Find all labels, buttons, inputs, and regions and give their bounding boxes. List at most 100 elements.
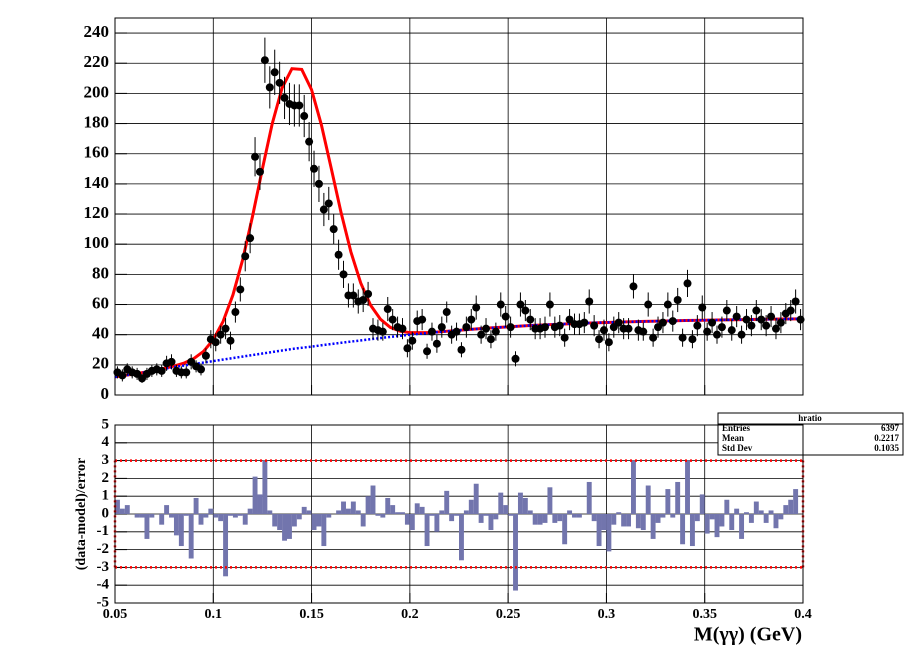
y-tick-label: 5 [102, 416, 110, 432]
residual-bar [699, 494, 705, 514]
data-point [472, 303, 481, 312]
residual-bar [635, 514, 641, 529]
y-tick-label: 180 [84, 112, 110, 131]
data-point [383, 305, 392, 314]
data-point [260, 56, 269, 65]
y-tick-label: 20 [92, 354, 109, 373]
data-point [364, 289, 373, 298]
y-tick-label: 1 [102, 488, 110, 504]
residual-bar [788, 499, 794, 514]
residual-bar [400, 512, 405, 514]
residual-bar [748, 514, 754, 523]
y-tick-label: -5 [97, 594, 110, 610]
data-point [182, 368, 191, 377]
residual-bar [355, 510, 361, 514]
residual-bar [621, 514, 627, 527]
residual-bar [237, 514, 243, 516]
stats-label: Mean [722, 433, 744, 443]
y-axis-title: (data-model)/error [74, 458, 89, 570]
y-tick-label: 200 [84, 82, 110, 101]
residual-bar [395, 512, 401, 514]
residual-bar [203, 514, 209, 518]
data-point [541, 323, 549, 332]
stats-value: 0.2217 [874, 433, 899, 443]
y-tick-label: 3 [102, 452, 110, 468]
data-point [555, 321, 564, 330]
residual-bar [262, 460, 268, 514]
data-point [673, 295, 682, 304]
residual-bar [301, 506, 307, 514]
data-point [251, 152, 260, 161]
residual-bar [242, 514, 248, 525]
data-point [319, 205, 328, 214]
residual-bar [434, 514, 440, 532]
residual-bar [336, 510, 342, 514]
residual-bar [454, 514, 459, 516]
x-tick-label: 0.1 [205, 607, 223, 622]
residual-bar [365, 496, 371, 514]
data-point [157, 366, 166, 375]
y-tick-label: 2 [102, 470, 110, 486]
y-tick-label: -2 [97, 541, 110, 557]
residual-bar [631, 460, 636, 514]
y-tick-label: 0 [101, 384, 110, 403]
stats-label: Entries [722, 423, 750, 433]
y-tick-label: -4 [97, 577, 110, 593]
data-point [437, 323, 446, 332]
residual-bar [724, 499, 730, 514]
residual-bar [547, 487, 553, 514]
residual-bar [213, 514, 219, 518]
residual-bar [115, 499, 120, 514]
x-axis-title: M(γγ) (GeV) [694, 624, 802, 646]
residual-bar [542, 514, 548, 523]
residual-bar [537, 514, 543, 525]
residual-bar [419, 506, 425, 514]
residual-bar [714, 514, 720, 538]
residual-bar [650, 514, 656, 539]
data-point [305, 137, 314, 146]
data-point [506, 323, 515, 332]
data-point [595, 335, 604, 344]
data-point [118, 371, 127, 380]
data-point [732, 312, 741, 321]
residual-bar [704, 514, 710, 534]
residual-bar [375, 514, 381, 516]
data-point [708, 318, 717, 327]
y-tick-label: 60 [92, 293, 109, 312]
residual-bar [473, 483, 479, 514]
residual-bar [149, 514, 155, 518]
data-point [747, 321, 756, 330]
residual-bar [567, 510, 573, 514]
data-point [403, 344, 412, 353]
data-point [722, 306, 731, 315]
residual-bar [287, 514, 292, 539]
data-point [727, 326, 736, 335]
residual-bar [468, 499, 474, 514]
stats-label: Std Dev [722, 443, 753, 453]
residual-bar [164, 505, 170, 514]
stats-box [717, 412, 904, 456]
y-tick-label: 140 [84, 173, 110, 192]
residual-bar [488, 514, 494, 531]
residual-bar [144, 514, 150, 539]
residual-bar [694, 514, 700, 522]
x-tick-label: 0.15 [299, 607, 324, 622]
data-point [776, 318, 785, 327]
y-tick-label: 120 [84, 203, 110, 222]
residual-bar [522, 497, 528, 514]
data-point [486, 335, 495, 344]
residual-bar [414, 503, 420, 514]
data-point [526, 315, 535, 324]
data-point [398, 324, 407, 333]
data-point [767, 312, 776, 321]
residual-bar [478, 514, 484, 523]
data-point [432, 339, 441, 348]
residual-bar [183, 514, 189, 516]
residual-bar [768, 510, 774, 514]
y-tick-label: 40 [92, 324, 109, 343]
data-point [349, 291, 358, 300]
residual-bar [689, 514, 695, 547]
data-point [236, 285, 245, 294]
data-point [786, 306, 795, 315]
